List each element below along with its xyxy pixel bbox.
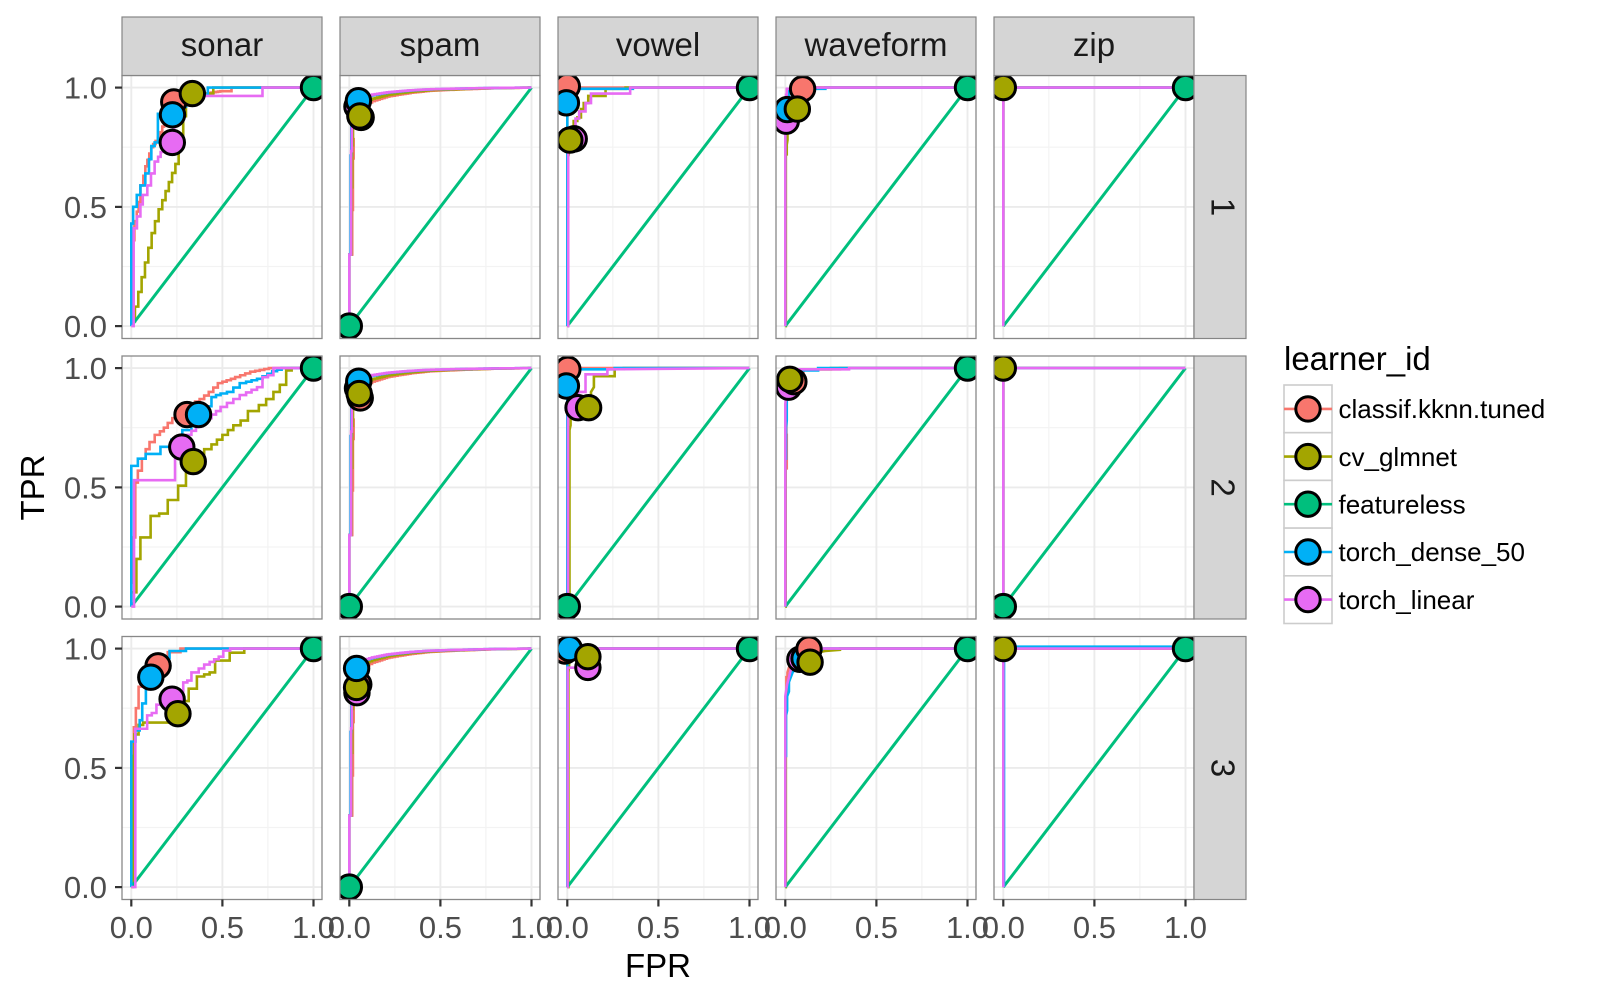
- svg-text:1.0: 1.0: [64, 351, 107, 386]
- svg-text:0.5: 0.5: [201, 910, 244, 945]
- svg-text:spam: spam: [400, 26, 481, 63]
- svg-text:cv_glmnet: cv_glmnet: [1339, 442, 1458, 472]
- svg-text:1.0: 1.0: [292, 910, 335, 945]
- svg-text:0.5: 0.5: [1073, 910, 1116, 945]
- svg-text:1.0: 1.0: [946, 910, 989, 945]
- svg-text:0.5: 0.5: [419, 910, 462, 945]
- svg-text:0.5: 0.5: [855, 910, 898, 945]
- svg-text:0.5: 0.5: [637, 910, 680, 945]
- svg-text:featureless: featureless: [1339, 490, 1466, 520]
- svg-text:1.0: 1.0: [64, 71, 107, 106]
- svg-text:vowel: vowel: [616, 26, 700, 63]
- svg-text:0.0: 0.0: [546, 910, 589, 945]
- svg-text:waveform: waveform: [803, 26, 947, 63]
- svg-text:0.0: 0.0: [64, 870, 107, 905]
- svg-text:0.0: 0.0: [64, 309, 107, 344]
- svg-text:0.5: 0.5: [64, 470, 107, 505]
- svg-text:0.0: 0.0: [64, 590, 107, 625]
- svg-text:0.0: 0.0: [328, 910, 371, 945]
- svg-text:torch_linear: torch_linear: [1339, 585, 1475, 615]
- svg-text:0.0: 0.0: [764, 910, 807, 945]
- svg-text:0.0: 0.0: [110, 910, 153, 945]
- svg-text:1: 1: [1204, 198, 1241, 216]
- svg-text:TPR: TPR: [14, 455, 51, 521]
- svg-text:1.0: 1.0: [1164, 910, 1207, 945]
- svg-text:FPR: FPR: [625, 947, 691, 984]
- svg-text:3: 3: [1204, 759, 1241, 777]
- svg-text:1.0: 1.0: [64, 632, 107, 667]
- svg-text:0.5: 0.5: [64, 751, 107, 786]
- svg-text:zip: zip: [1073, 26, 1115, 63]
- svg-text:torch_dense_50: torch_dense_50: [1339, 537, 1525, 567]
- svg-text:1.0: 1.0: [728, 910, 771, 945]
- svg-text:2: 2: [1204, 478, 1241, 496]
- svg-text:classif.kknn.tuned: classif.kknn.tuned: [1339, 394, 1546, 424]
- svg-text:1.0: 1.0: [510, 910, 553, 945]
- svg-text:0.5: 0.5: [64, 190, 107, 225]
- svg-text:sonar: sonar: [181, 26, 264, 63]
- svg-text:0.0: 0.0: [982, 910, 1025, 945]
- svg-text:learner_id: learner_id: [1284, 340, 1431, 377]
